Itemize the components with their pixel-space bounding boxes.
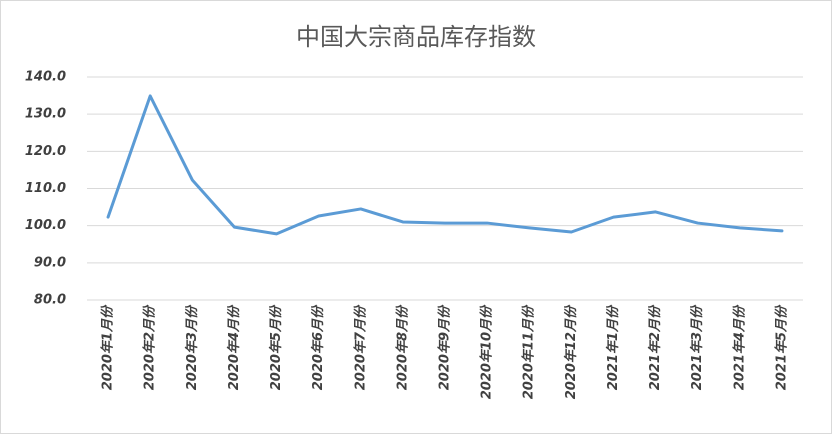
x-tick-label: 2021年1月份 <box>605 304 621 390</box>
x-tick-label: 2021年5月份 <box>773 304 789 390</box>
x-tick-label: 2020年10月份 <box>479 304 495 399</box>
x-tick-label: 2020年4月份 <box>226 304 242 390</box>
x-tick-label: 2021年2月份 <box>647 304 663 390</box>
y-tick-label: 140.0 <box>25 70 66 85</box>
x-tick-label: 2020年8月份 <box>394 304 410 390</box>
y-tick-label: 130.0 <box>25 107 66 122</box>
x-tick-label: 2020年9月份 <box>437 304 453 390</box>
x-tick-label: 2021年4月份 <box>731 304 747 390</box>
x-tick-label: 2020年5月份 <box>268 304 284 390</box>
y-tick-label: 90.0 <box>34 255 66 270</box>
chart-title: 中国大宗商品库存指数 <box>296 23 536 51</box>
y-tick-label: 100.0 <box>25 218 66 233</box>
y-tick-label: 110.0 <box>25 181 66 196</box>
data-line <box>106 94 784 236</box>
x-tick-label: 2020年12月份 <box>563 304 579 399</box>
x-tick-label: 2020年3月份 <box>184 304 200 390</box>
x-tick-label: 2020年6月份 <box>310 304 326 390</box>
x-tick-label: 2020年2月份 <box>142 304 158 390</box>
x-tick-label: 2020年7月份 <box>352 304 368 390</box>
y-tick-label: 80.0 <box>34 293 66 308</box>
x-tick-label: 2020年11月份 <box>521 304 537 399</box>
x-tick-label: 2021年3月份 <box>689 304 705 390</box>
y-tick-label: 120.0 <box>25 144 66 159</box>
x-tick-label: 2020年1月份 <box>100 304 116 390</box>
